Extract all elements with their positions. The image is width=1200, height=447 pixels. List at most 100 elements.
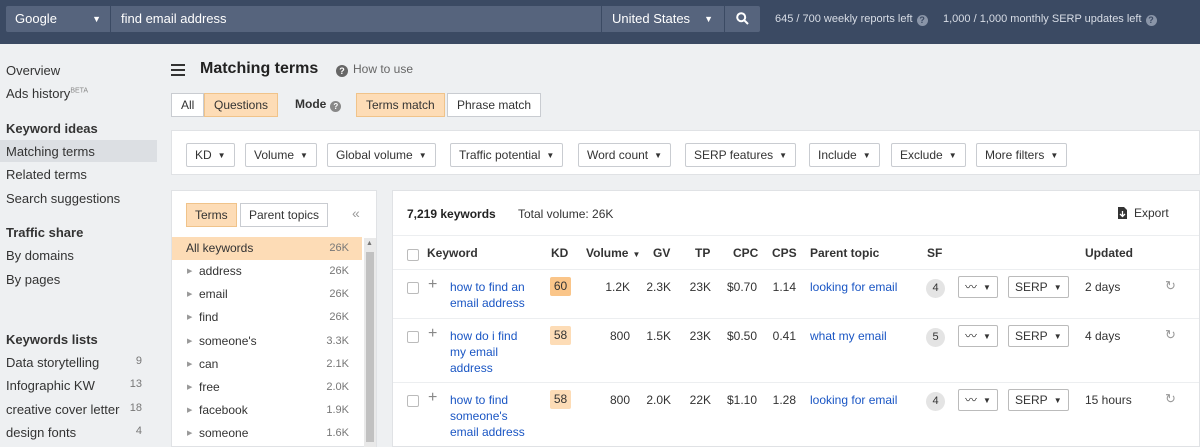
scroll-up-icon[interactable]: ▲ — [366, 240, 373, 247]
tab-terms[interactable]: Terms — [186, 203, 237, 227]
serp-dropdown[interactable]: SERP ▼ — [1008, 276, 1069, 298]
filter-kd[interactable]: KD ▼ — [186, 143, 235, 167]
refresh-icon[interactable]: ↻ — [1165, 327, 1176, 342]
filter-global-volume[interactable]: Global volume ▼ — [327, 143, 436, 167]
parent-topic-link[interactable]: looking for email — [810, 280, 898, 294]
sidebar-item-by-pages[interactable]: By pages — [6, 272, 61, 287]
term-row[interactable]: ▶ find 26K — [172, 306, 362, 329]
parent-topic-link[interactable]: what my email — [810, 329, 887, 343]
refresh-icon[interactable]: ↻ — [1165, 391, 1176, 406]
caret-right-icon[interactable]: ▶ — [187, 361, 193, 368]
keyword-list-item[interactable]: creative cover letter 18 — [6, 402, 154, 417]
sidebar-item-search-suggestions[interactable]: Search suggestions — [6, 191, 121, 206]
keyword-link[interactable]: how to find someone's email address — [450, 392, 540, 440]
column-cps[interactable]: CPS — [772, 246, 797, 260]
search-button[interactable] — [725, 6, 760, 32]
terms-scrollbar[interactable]: ▲ — [364, 238, 376, 447]
caret-right-icon[interactable]: ▶ — [187, 314, 193, 321]
total-volume: Total volume: 26K — [518, 207, 614, 221]
parent-topic-link[interactable]: looking for email — [810, 393, 898, 407]
term-row[interactable]: ▶ someone 1.6K — [172, 422, 362, 445]
help-icon[interactable]: ? — [330, 101, 342, 112]
add-icon[interactable]: + — [428, 389, 438, 406]
scrollbar-thumb[interactable] — [366, 252, 374, 442]
country-select[interactable]: United States ▼ — [602, 6, 724, 32]
serp-dropdown[interactable]: SERP ▼ — [1008, 325, 1069, 347]
caret-right-icon[interactable]: ▶ — [187, 338, 193, 345]
search-engine-select[interactable]: Google ▼ — [6, 6, 110, 32]
column-parent-topic[interactable]: Parent topic — [810, 246, 880, 260]
export-button[interactable]: Export — [1117, 206, 1169, 220]
filter-include[interactable]: Include ▼ — [809, 143, 880, 167]
collapse-icon[interactable]: « — [352, 205, 360, 221]
scope-all-button[interactable]: All — [171, 93, 205, 117]
tab-parent-topics[interactable]: Parent topics — [240, 203, 329, 227]
help-icon[interactable]: ? — [916, 15, 928, 26]
term-label: facebook — [199, 403, 248, 417]
filter-traffic-potential[interactable]: Traffic potential ▼ — [450, 143, 564, 167]
term-row[interactable]: ▶ email 26K — [172, 283, 362, 306]
filter-serp-features[interactable]: SERP features ▼ — [685, 143, 797, 167]
sidebar-item-related-terms[interactable]: Related terms — [6, 167, 87, 182]
row-checkbox[interactable] — [407, 395, 419, 407]
how-to-use-link[interactable]: ? How to use — [336, 62, 413, 77]
keyword-search-input[interactable] — [111, 6, 601, 32]
refresh-icon[interactable]: ↻ — [1165, 278, 1176, 293]
caret-right-icon[interactable]: ▶ — [187, 268, 193, 275]
keyword-link[interactable]: how do i find my email address — [450, 328, 540, 376]
column-sf[interactable]: SF — [927, 246, 943, 260]
add-icon[interactable]: + — [428, 276, 438, 293]
sidebar-item-overview[interactable]: Overview — [6, 63, 61, 78]
term-row[interactable]: ▶ free 2.0K — [172, 376, 362, 399]
keyword-list-item[interactable]: Infographic KW 13 — [6, 378, 154, 393]
terms-match-button[interactable]: Terms match — [356, 93, 445, 117]
row-checkbox[interactable] — [407, 282, 419, 294]
select-all-checkbox[interactable] — [407, 249, 419, 261]
sidebar-item-matching-terms[interactable]: Matching terms — [6, 144, 95, 159]
column-kd[interactable]: KD — [551, 246, 569, 260]
add-icon[interactable]: + — [428, 325, 438, 342]
row-checkbox[interactable] — [407, 331, 419, 343]
filter-label: More filters — [985, 148, 1045, 162]
term-row[interactable]: ▶ someone's 3.3K — [172, 330, 362, 353]
caret-right-icon[interactable]: ▶ — [187, 407, 193, 414]
filter-label: SERP features — [694, 148, 774, 162]
trend-dropdown[interactable]: 〰 ▼ — [958, 276, 998, 298]
column-gv[interactable]: GV — [653, 246, 671, 260]
chevron-down-icon: ▼ — [418, 151, 427, 160]
column-tp[interactable]: TP — [695, 246, 711, 260]
keywords-lists-heading: Keywords lists — [6, 332, 98, 347]
caret-right-icon[interactable]: ▶ — [187, 430, 193, 437]
caret-right-icon[interactable]: ▶ — [187, 384, 193, 391]
trend-dropdown[interactable]: 〰 ▼ — [958, 389, 998, 411]
keyword-list-item[interactable]: design fonts 4 — [6, 425, 154, 440]
term-row[interactable]: ▶ address 26K — [172, 260, 362, 283]
term-row[interactable]: ▶ facebook 1.9K — [172, 399, 362, 422]
filter-word-count[interactable]: Word count ▼ — [578, 143, 672, 167]
sidebar-item-by-domains[interactable]: By domains — [6, 248, 74, 263]
trend-dropdown[interactable]: 〰 ▼ — [958, 325, 998, 347]
term-row[interactable]: ▶ can 2.1K — [172, 353, 362, 376]
column-keyword[interactable]: Keyword — [427, 246, 478, 260]
kd-badge: 58 — [550, 390, 571, 409]
filter-exclude[interactable]: Exclude ▼ — [891, 143, 966, 167]
sidebar-item-ads-history[interactable]: Ads historyBETA — [6, 86, 88, 101]
term-count: 2.1K — [326, 358, 349, 370]
column-volume[interactable]: Volume ▼ — [586, 246, 640, 260]
keyword-list-item[interactable]: Data storytelling 9 — [6, 355, 154, 370]
filter-more[interactable]: More filters ▼ — [976, 143, 1068, 167]
phrase-match-button[interactable]: Phrase match — [447, 93, 542, 117]
chevron-down-icon: ▼ — [983, 396, 991, 405]
menu-icon[interactable] — [171, 64, 185, 79]
caret-right-icon[interactable]: ▶ — [187, 291, 193, 298]
term-count: 26K — [329, 311, 349, 323]
column-updated[interactable]: Updated — [1085, 246, 1133, 260]
serp-dropdown[interactable]: SERP ▼ — [1008, 389, 1069, 411]
keyword-link[interactable]: how to find an email address — [450, 279, 540, 311]
term-row-all[interactable]: All keywords 26K — [172, 237, 362, 260]
sidebar: Overview Ads historyBETA Keyword ideas M… — [0, 44, 160, 447]
help-icon[interactable]: ? — [1145, 15, 1157, 26]
scope-questions-button[interactable]: Questions — [204, 93, 279, 117]
column-cpc[interactable]: CPC — [733, 246, 759, 260]
filter-volume[interactable]: Volume ▼ — [245, 143, 317, 167]
